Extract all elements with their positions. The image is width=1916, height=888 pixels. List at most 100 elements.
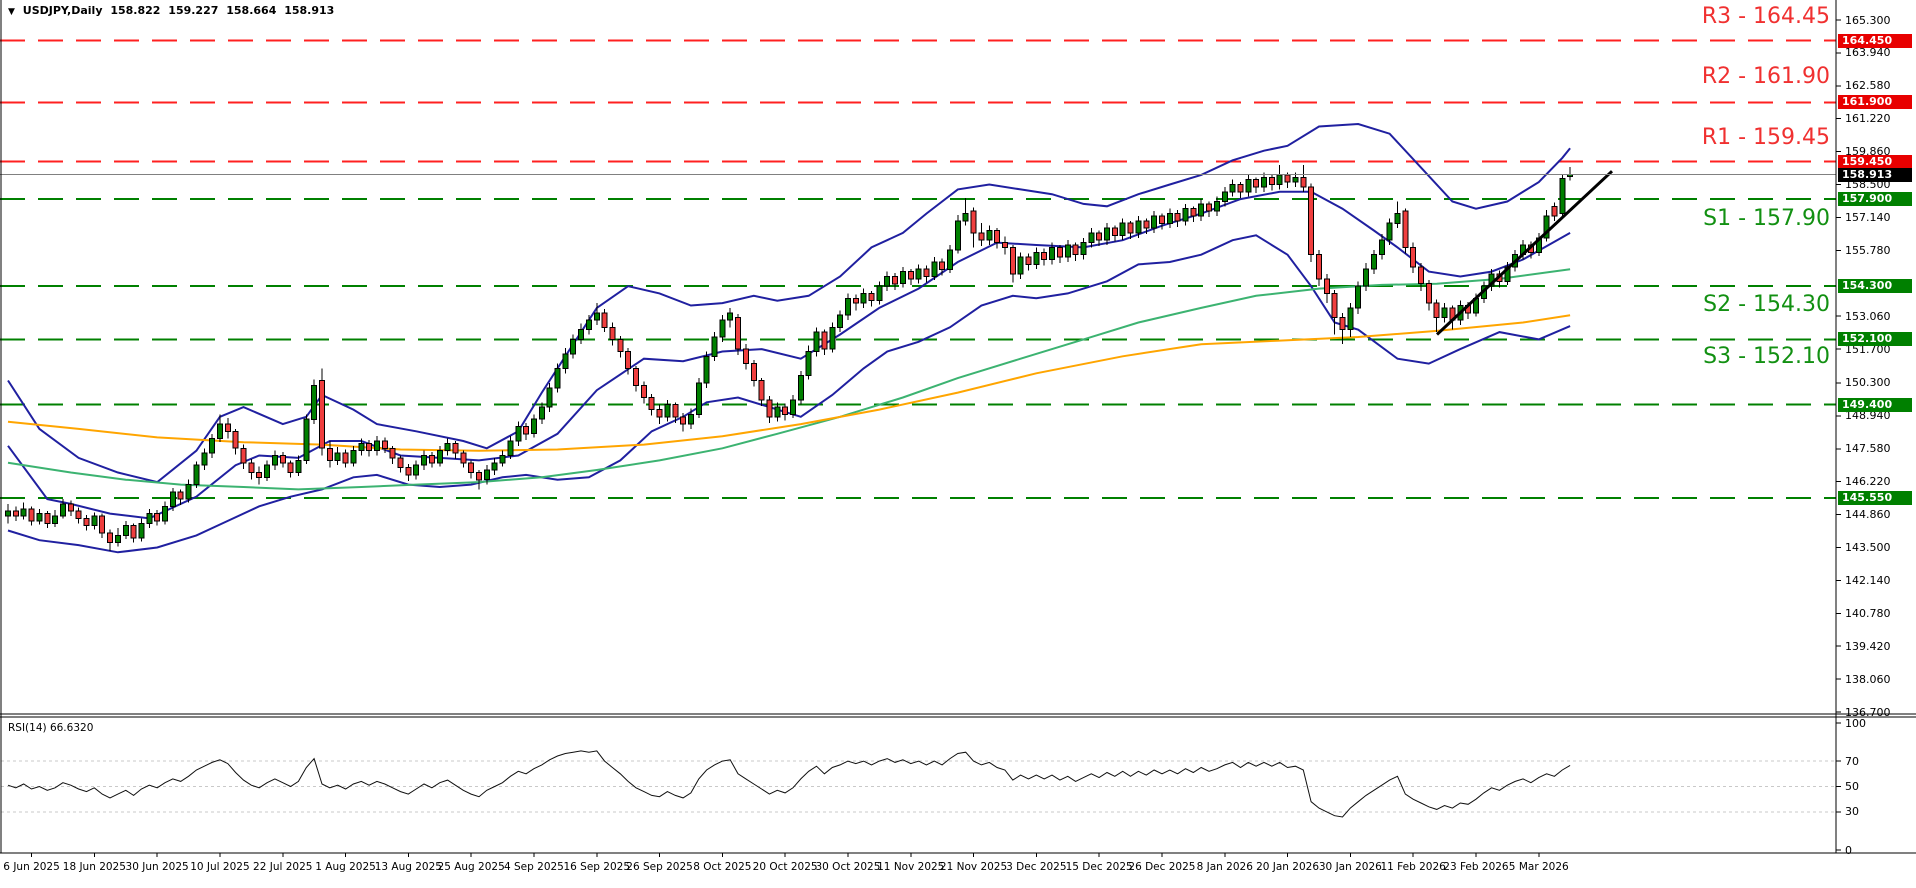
candle[interactable] [554,367,561,389]
candle[interactable] [193,464,200,486]
candle[interactable] [271,455,278,466]
candle[interactable] [342,452,349,464]
candle[interactable] [107,532,113,544]
candle[interactable] [460,452,467,464]
candle[interactable] [1198,203,1205,217]
candle[interactable] [1135,220,1142,234]
bollinger-upper-line[interactable] [7,122,1571,484]
candle[interactable] [1347,307,1354,331]
candle[interactable] [1292,176,1299,183]
candle[interactable] [1551,205,1558,217]
candle[interactable] [1064,244,1071,258]
candle[interactable] [83,517,90,527]
candle[interactable] [1339,317,1346,331]
candle[interactable] [703,355,710,384]
candle[interactable] [672,404,679,418]
candle[interactable] [523,426,530,435]
candle[interactable] [1025,256,1032,265]
candle[interactable] [154,513,161,522]
candle[interactable] [5,510,11,517]
candle[interactable] [444,442,451,452]
candle[interactable] [829,326,836,350]
candle[interactable] [625,351,632,369]
candle[interactable] [36,513,43,522]
candle[interactable] [224,423,231,432]
candle[interactable] [287,462,294,473]
candle[interactable] [1111,227,1118,236]
ma-orange-line[interactable] [7,314,1571,452]
candle[interactable] [978,232,985,241]
candle[interactable] [28,508,35,522]
candle[interactable] [1504,266,1511,282]
candle[interactable] [1363,268,1369,287]
candle[interactable] [907,271,914,280]
candle[interactable] [421,455,427,466]
candle[interactable] [1543,215,1550,239]
candle[interactable] [130,525,137,539]
candle[interactable] [373,440,380,452]
candle[interactable] [954,220,961,251]
candle[interactable] [169,491,176,507]
candle[interactable] [319,380,325,449]
candle[interactable] [326,447,333,461]
candle[interactable] [593,312,600,321]
candle[interactable] [256,472,263,478]
candle[interactable] [279,455,286,464]
candle[interactable] [1174,213,1181,222]
candle[interactable] [687,413,694,425]
candle[interactable] [1182,208,1189,222]
bollinger-middle-line[interactable] [7,190,1571,520]
candle[interactable] [1355,285,1362,309]
candle[interactable] [947,249,953,270]
ma-green-line[interactable] [7,268,1571,491]
candle[interactable] [1080,242,1087,256]
candle[interactable] [122,525,129,536]
candle[interactable] [601,312,608,328]
candle[interactable] [931,261,938,277]
candle[interactable] [821,331,828,350]
candle[interactable] [185,484,192,500]
candle[interactable] [209,438,216,454]
candle[interactable] [1441,307,1448,319]
candle[interactable] [1261,176,1267,188]
candle[interactable] [1229,184,1236,193]
candle[interactable] [52,515,59,524]
candle[interactable] [1009,246,1016,275]
candle[interactable] [1370,254,1377,270]
candle[interactable] [1143,220,1150,229]
candle[interactable] [1386,222,1393,241]
candle[interactable] [1017,256,1024,275]
candle[interactable] [162,505,168,522]
candle[interactable] [1308,186,1315,256]
candle[interactable] [405,467,412,476]
trendline[interactable] [1435,170,1614,336]
candle[interactable] [1072,244,1079,256]
rsi-line[interactable] [7,750,1571,818]
candle[interactable] [915,268,922,280]
candle[interactable] [491,462,498,471]
candle[interactable] [177,491,184,500]
symbol-period-label[interactable]: USDJPY,Daily [22,4,103,17]
candle[interactable] [264,464,271,478]
candle[interactable] [680,416,687,425]
candle[interactable] [295,459,302,473]
candle[interactable] [844,297,851,316]
candle[interactable] [562,353,569,369]
candle[interactable] [311,384,318,420]
candle[interactable] [1190,208,1197,217]
candle[interactable] [884,276,891,287]
candle[interactable] [617,338,624,352]
candle[interactable] [986,230,993,241]
candle[interactable] [99,515,106,534]
candle[interactable] [114,534,121,544]
candle[interactable] [20,508,27,517]
candle[interactable] [962,213,969,222]
candle[interactable] [868,292,875,302]
candle[interactable] [970,210,977,234]
candle[interactable] [1213,201,1220,212]
candle[interactable] [1425,283,1432,304]
candle[interactable] [648,397,655,411]
candle[interactable] [774,406,781,418]
candle[interactable] [1276,174,1283,186]
